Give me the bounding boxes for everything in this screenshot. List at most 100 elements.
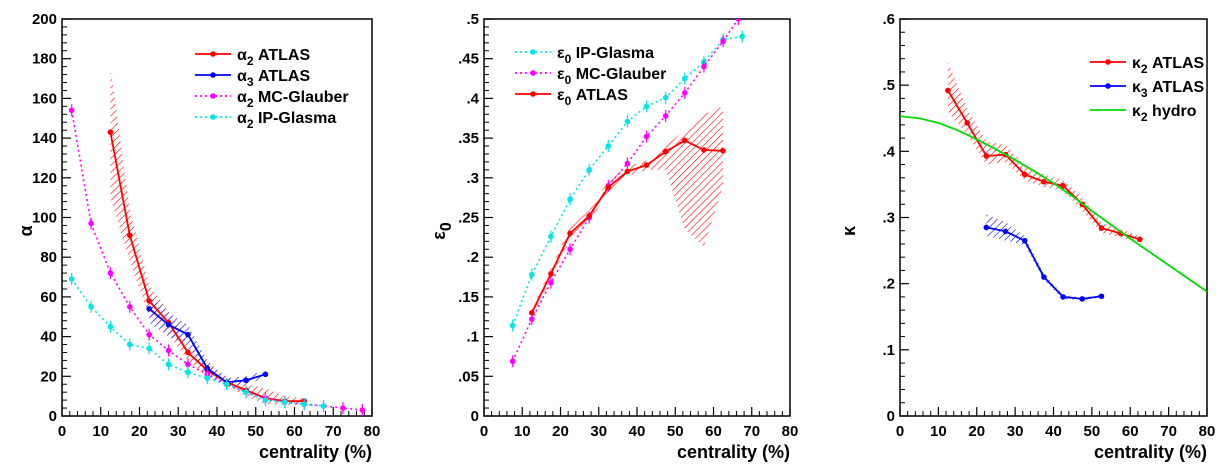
data-point	[185, 331, 191, 338]
y-tick-label: 80	[40, 249, 57, 266]
y-tick-label: 100	[32, 210, 57, 227]
y-tick-label: .2	[466, 249, 479, 266]
data-point	[165, 321, 172, 328]
x-tick-label: 80	[782, 423, 799, 440]
data-point	[1060, 182, 1066, 189]
legend-label: α2 ATLAS	[237, 47, 310, 68]
y-tick-label: .3	[882, 210, 895, 227]
x-tick-label: 80	[1199, 423, 1216, 440]
data-point	[1060, 294, 1066, 300]
y-tick-label: 40	[40, 329, 57, 346]
y-tick-label: 20	[40, 368, 57, 385]
x-tick-label: 20	[968, 423, 985, 440]
x-tick-label: 10	[514, 423, 531, 440]
x-tick-label: 40	[209, 423, 226, 440]
data-point	[1021, 171, 1028, 178]
y-tick-label: 0	[887, 408, 895, 425]
y-axis-title: α	[16, 225, 36, 236]
plot-frame	[61, 18, 373, 417]
legend-label: ε0 IP-Glasma	[557, 45, 654, 66]
legend-marker	[1105, 83, 1111, 89]
y-tick-label: .25	[458, 210, 479, 227]
systematic-band	[947, 62, 1140, 243]
y-tick-label: .2	[882, 276, 895, 293]
data-point	[945, 87, 951, 94]
legend-marker	[1105, 59, 1111, 65]
series-line	[947, 90, 1141, 241]
legend-label: α2 MC-Glauber	[237, 89, 349, 110]
systematic-band	[531, 106, 724, 317]
legend-marker	[210, 72, 216, 78]
x-tick-label: 40	[1045, 423, 1062, 440]
y-axis-title: κ	[839, 225, 859, 236]
data-point	[1021, 237, 1028, 244]
panel-epsilon: 0 10 20 30 40 50 60 70 80 0 .05 .1 .15 .2 .25 .3 .35 .4 .4…	[429, 11, 798, 462]
y-tick-label: .4	[466, 90, 479, 107]
x-tick-label: 20	[552, 423, 569, 440]
x-tick-label: 20	[131, 423, 148, 440]
y-tick-label: .1	[466, 329, 479, 346]
x-tick-label: 40	[629, 423, 646, 440]
x-tick-label: 0	[896, 423, 904, 440]
y-tick-label: 180	[32, 51, 57, 68]
x-tick-label: 30	[170, 423, 187, 440]
data-point	[1137, 236, 1143, 243]
data-point	[964, 120, 970, 126]
x-tick-label: 10	[930, 423, 947, 440]
systematic-band	[986, 214, 1102, 301]
plot-area	[68, 66, 366, 416]
data-point	[586, 213, 592, 219]
x-tick-label: 60	[286, 423, 303, 440]
x-tick-label: 30	[590, 423, 607, 440]
data-point	[262, 371, 269, 378]
data-point	[1098, 225, 1105, 231]
x-tick-label: 70	[325, 423, 342, 440]
y-tick-label: 60	[40, 289, 57, 306]
x-tick-label: 30	[1007, 423, 1024, 440]
data-point	[1041, 178, 1047, 185]
y-tick-label: .45	[458, 51, 479, 68]
data-point	[643, 162, 650, 168]
data-point	[567, 230, 573, 237]
data-point	[605, 184, 612, 191]
series-line	[71, 278, 324, 407]
x-tick-label: 0	[480, 423, 488, 440]
plot-area	[900, 62, 1207, 302]
legend-marker	[530, 49, 536, 55]
data-point	[548, 271, 554, 277]
legend-label: κ2 hydro	[1132, 103, 1197, 124]
legend-label: κ2 ATLAS	[1132, 55, 1205, 76]
y-tick-label: .3	[466, 170, 479, 187]
x-tick-label: 70	[743, 423, 760, 440]
data-point	[1079, 296, 1086, 302]
data-point	[107, 129, 114, 135]
data-point	[243, 377, 249, 384]
y-tick-label: .4	[882, 143, 895, 160]
legend-label: ε0 ATLAS	[557, 87, 628, 108]
data-point	[529, 309, 535, 316]
legend-label: α2 IP-Glasma	[237, 110, 336, 131]
legend-marker	[530, 70, 536, 76]
x-axis-title: centrality (%)	[1094, 442, 1207, 462]
y-axis-title: ε0	[429, 222, 455, 240]
y-tick-label: 200	[32, 11, 57, 28]
legend: κ2 ATLAS κ3 ATLAS κ2 hydro	[1090, 55, 1205, 124]
y-tick-label: 120	[32, 170, 57, 187]
legend-label: α3 ATLAS	[237, 68, 310, 89]
y-tick-label: .5	[882, 77, 895, 94]
data-point	[1041, 274, 1047, 280]
data-point	[146, 306, 152, 312]
x-axis-title: centrality (%)	[677, 442, 790, 462]
data-point	[983, 224, 990, 231]
y-tick-label: 140	[32, 130, 57, 147]
x-tick-label: 50	[1084, 423, 1101, 440]
legend-marker	[210, 51, 216, 57]
y-tick-label: 160	[32, 90, 57, 107]
data-point	[1098, 293, 1105, 300]
data-point	[701, 147, 707, 153]
y-tick-label: 0	[49, 408, 57, 425]
plot-area	[509, 19, 745, 368]
